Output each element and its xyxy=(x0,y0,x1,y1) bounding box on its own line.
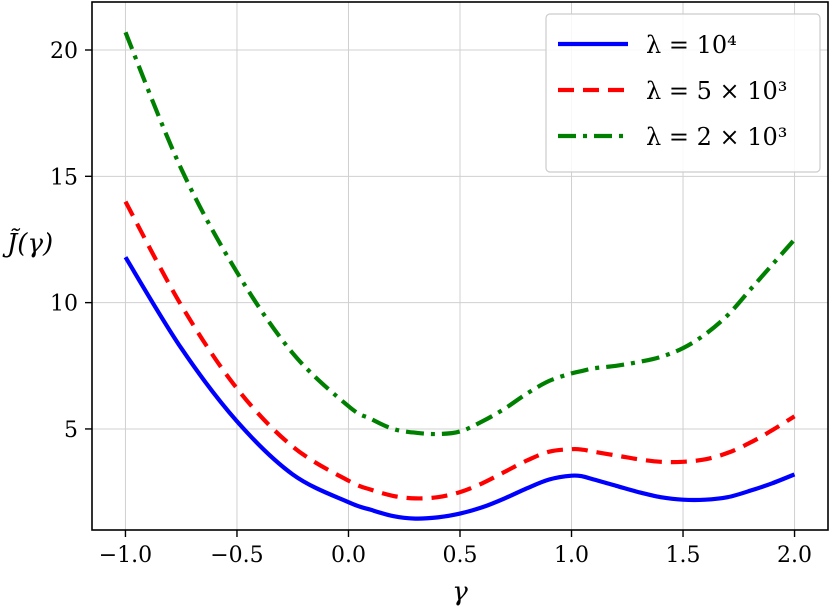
axis-ticks: −1.0 −0.5 0.0 0.5 1.0 1.5 2.0 5 10 15 20 xyxy=(50,39,812,568)
x-axis-label: γ xyxy=(452,577,468,607)
x-tick-label: 0.0 xyxy=(331,543,366,568)
legend-label: λ = 10⁴ xyxy=(646,31,737,59)
series-lines xyxy=(123,31,797,521)
x-tick-label: −1.0 xyxy=(99,543,152,568)
series-line-3 xyxy=(123,31,797,437)
x-tick-label: 1.0 xyxy=(554,543,589,568)
legend-label: λ = 5 × 10³ xyxy=(646,77,787,105)
y-tick-label: 20 xyxy=(50,39,78,64)
x-tick-label: 2.0 xyxy=(777,543,812,568)
y-tick-label: 10 xyxy=(50,292,78,317)
x-tick-label: −0.5 xyxy=(210,543,263,568)
y-axis-label: J̃(γ) xyxy=(2,228,53,259)
x-tick-label: 1.5 xyxy=(666,543,701,568)
legend: λ = 10⁴ λ = 5 × 10³ λ = 2 × 10³ xyxy=(545,13,821,173)
y-tick-label: 5 xyxy=(64,418,78,443)
legend-box xyxy=(545,13,821,173)
series-line-1 xyxy=(123,256,796,521)
series-line-2 xyxy=(123,200,796,501)
x-tick-label: 0.5 xyxy=(443,543,478,568)
y-tick-label: 15 xyxy=(50,165,78,190)
legend-label: λ = 2 × 10³ xyxy=(646,123,787,151)
